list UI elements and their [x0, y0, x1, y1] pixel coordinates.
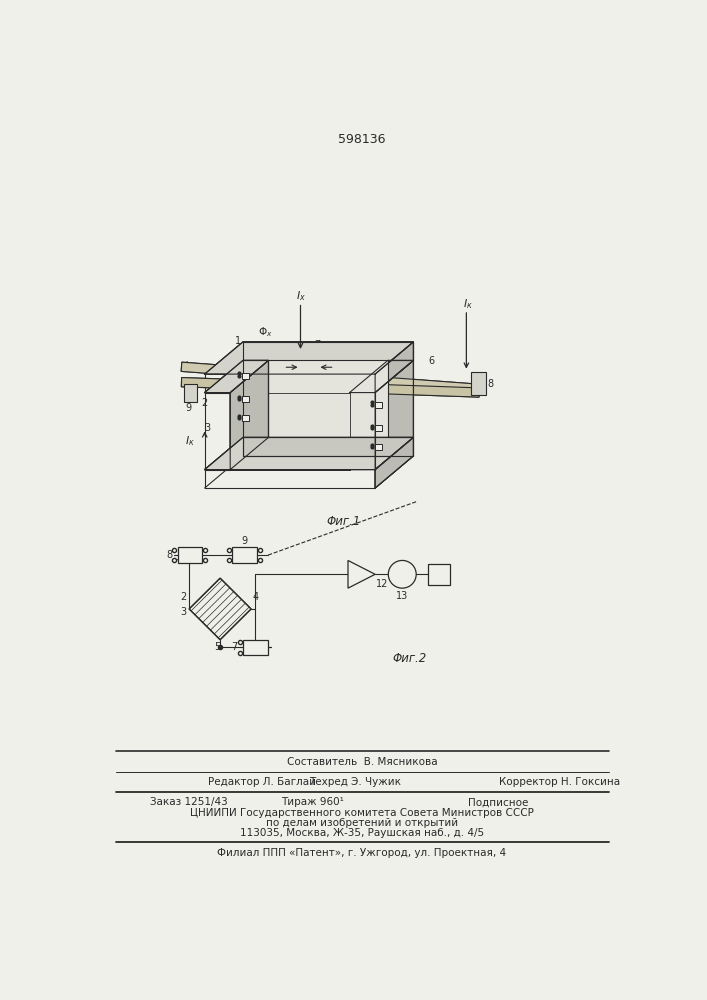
Circle shape	[388, 560, 416, 588]
Polygon shape	[243, 360, 269, 437]
Text: Φиг.2: Φиг.2	[393, 652, 427, 666]
Polygon shape	[204, 437, 414, 470]
Polygon shape	[230, 360, 269, 470]
Text: 5: 5	[214, 642, 220, 652]
Polygon shape	[204, 360, 269, 393]
Polygon shape	[243, 342, 414, 360]
Bar	[375, 402, 382, 408]
Polygon shape	[189, 578, 251, 640]
Polygon shape	[269, 360, 388, 437]
Text: 113035, Москва, Ж-35, Раушская наб., д. 4/5: 113035, Москва, Ж-35, Раушская наб., д. …	[240, 828, 484, 838]
Text: Составитель  В. Мясникова: Составитель В. Мясникова	[286, 757, 437, 767]
Text: Подписное: Подписное	[468, 797, 529, 807]
Bar	[177, 547, 202, 563]
Text: 3: 3	[180, 607, 186, 617]
Bar	[471, 372, 486, 395]
Text: 8: 8	[167, 550, 173, 560]
Text: 3: 3	[205, 423, 211, 433]
Text: по делам изобретений и открытий: по делам изобретений и открытий	[266, 818, 458, 828]
Text: 7: 7	[315, 340, 320, 350]
Text: Корректор Н. Гоксина: Корректор Н. Гоксина	[499, 777, 620, 787]
Bar	[185, 384, 197, 402]
Polygon shape	[349, 360, 414, 393]
Text: Редактор Л. Баглай: Редактор Л. Баглай	[209, 777, 317, 787]
Polygon shape	[230, 393, 349, 470]
Text: 13: 13	[396, 591, 409, 601]
Polygon shape	[375, 437, 414, 488]
Polygon shape	[204, 342, 414, 374]
Text: $I_x$: $I_x$	[296, 290, 305, 303]
Text: 4: 4	[252, 592, 259, 602]
Bar	[242, 373, 249, 379]
Text: 6: 6	[428, 356, 435, 366]
Bar	[232, 547, 257, 563]
Text: $I_к$: $I_к$	[463, 297, 473, 311]
Polygon shape	[375, 342, 414, 393]
Text: 7: 7	[231, 642, 238, 652]
Text: Д: Д	[397, 568, 407, 581]
Polygon shape	[348, 560, 375, 588]
Polygon shape	[243, 437, 414, 456]
Polygon shape	[204, 360, 269, 393]
Text: Тираж 960¹: Тираж 960¹	[281, 797, 344, 807]
Text: $I_к$: $I_к$	[185, 434, 195, 448]
Text: 1: 1	[235, 336, 240, 346]
Polygon shape	[375, 360, 414, 470]
Polygon shape	[230, 360, 269, 470]
Polygon shape	[375, 437, 414, 488]
Text: ЦНИИПИ Государственного комитета Совета Министров СССР: ЦНИИПИ Государственного комитета Совета …	[190, 808, 534, 818]
Text: 2: 2	[201, 398, 207, 408]
Text: 9: 9	[241, 536, 247, 546]
Polygon shape	[243, 360, 269, 437]
Text: Φиг.1: Φиг.1	[326, 515, 361, 528]
Polygon shape	[243, 437, 414, 456]
Text: Техред Э. Чужик: Техред Э. Чужик	[309, 777, 402, 787]
Text: 8: 8	[487, 379, 493, 389]
Polygon shape	[375, 342, 414, 393]
Text: 2: 2	[180, 592, 186, 602]
Polygon shape	[181, 362, 479, 393]
Polygon shape	[181, 362, 479, 393]
Bar	[242, 415, 249, 421]
Bar	[243, 640, 268, 655]
Polygon shape	[204, 342, 414, 374]
Polygon shape	[181, 378, 479, 397]
Bar	[428, 564, 450, 585]
Text: >: >	[353, 567, 365, 581]
Text: Филиал ППП «Патент», г. Ужгород, ул. Проектная, 4: Филиал ППП «Патент», г. Ужгород, ул. Про…	[217, 848, 506, 858]
Bar	[375, 444, 382, 450]
Text: 4: 4	[396, 438, 402, 448]
Polygon shape	[269, 360, 388, 437]
Polygon shape	[243, 342, 414, 360]
Polygon shape	[388, 360, 414, 437]
Text: 11: 11	[368, 437, 380, 447]
Bar	[375, 425, 382, 431]
Bar	[242, 396, 249, 402]
Text: 10: 10	[307, 455, 319, 465]
Text: $\Phi_{M_2}$: $\Phi_{M_2}$	[396, 413, 415, 428]
Polygon shape	[204, 437, 414, 470]
Text: $\Phi_x$: $\Phi_x$	[258, 325, 273, 339]
Text: Заказ 1251/43: Заказ 1251/43	[151, 797, 228, 807]
Text: 12: 12	[375, 579, 388, 589]
Text: 598136: 598136	[338, 133, 386, 146]
Polygon shape	[181, 378, 479, 397]
Text: 9: 9	[185, 403, 191, 413]
Text: 5: 5	[396, 401, 402, 411]
Text: $\Phi_{M_1}$: $\Phi_{M_1}$	[182, 360, 201, 375]
